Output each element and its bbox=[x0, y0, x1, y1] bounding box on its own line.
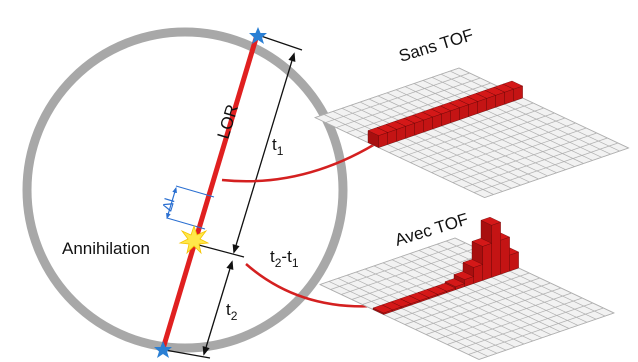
t2-minus-t1-label: t2-t1 bbox=[270, 247, 299, 270]
grid-line bbox=[452, 132, 597, 183]
grid-line bbox=[404, 277, 540, 325]
grid-line bbox=[478, 312, 615, 360]
grid-line bbox=[341, 107, 512, 189]
t1-dimension-arrow bbox=[232, 52, 296, 254]
grid-line bbox=[431, 122, 576, 173]
grid-line bbox=[330, 242, 466, 290]
grid-line bbox=[436, 243, 597, 320]
grid-line bbox=[319, 237, 456, 285]
t2-label: t2 bbox=[226, 300, 238, 323]
grid-line bbox=[415, 282, 551, 330]
grid-line bbox=[391, 259, 552, 336]
lor-label: LOR bbox=[214, 102, 242, 141]
grid-line bbox=[350, 104, 521, 186]
histogram-bar bbox=[372, 304, 394, 315]
grid-line bbox=[447, 297, 583, 345]
starburst-icon bbox=[178, 224, 210, 255]
tick-mid bbox=[194, 243, 245, 258]
grid-line bbox=[328, 281, 489, 357]
grid-line bbox=[409, 253, 570, 329]
grid-line bbox=[420, 117, 566, 168]
grid-line bbox=[351, 252, 487, 300]
grid-surface bbox=[318, 237, 616, 360]
tick-bottom bbox=[164, 349, 211, 359]
grid-line bbox=[400, 256, 561, 332]
avec-tof-grid bbox=[318, 216, 616, 360]
grid-line bbox=[368, 98, 539, 180]
grid-line bbox=[425, 287, 562, 335]
grid-line bbox=[337, 277, 498, 354]
sans-tof-label: Sans TOF bbox=[397, 25, 476, 66]
grid-line bbox=[463, 137, 608, 188]
delta-l-tick-bottom bbox=[166, 217, 206, 230]
grid-line bbox=[364, 268, 525, 345]
delta-l-label: Δl bbox=[159, 196, 178, 213]
grid-line bbox=[359, 101, 530, 183]
grid-line bbox=[427, 246, 588, 323]
grid-line bbox=[355, 271, 516, 348]
t2-dimension-arrow bbox=[202, 260, 234, 356]
grid-line bbox=[332, 111, 503, 192]
t1-label: t1 bbox=[272, 135, 284, 158]
annihilation-label: Annihilation bbox=[62, 239, 150, 258]
grid-line bbox=[484, 147, 629, 198]
delta-l-arrow bbox=[166, 186, 177, 220]
grid-line bbox=[314, 117, 485, 198]
histogram-bar bbox=[367, 127, 389, 148]
grid-line bbox=[341, 247, 477, 295]
delta-l-tick-top bbox=[175, 185, 215, 198]
grid-line bbox=[410, 112, 555, 163]
grid-line bbox=[394, 272, 530, 320]
grid-line bbox=[373, 265, 534, 342]
tick-top bbox=[257, 34, 303, 51]
grid-line bbox=[468, 307, 604, 355]
grid-line bbox=[346, 274, 507, 351]
grid-line bbox=[442, 127, 587, 178]
grid-line bbox=[418, 250, 579, 326]
grid-line bbox=[382, 262, 543, 339]
grid-line bbox=[473, 142, 619, 193]
detector-ring bbox=[22, 27, 348, 353]
sans-tof-grid bbox=[313, 67, 630, 199]
grid-line bbox=[436, 292, 572, 340]
lor-line bbox=[159, 34, 260, 353]
grid-line bbox=[319, 284, 480, 360]
star-burst-icon bbox=[249, 27, 267, 44]
grid-line bbox=[323, 114, 494, 195]
star-burst-icon bbox=[154, 341, 172, 358]
grid-line bbox=[377, 95, 548, 177]
grid-line bbox=[457, 302, 593, 350]
grid-line bbox=[386, 92, 557, 174]
